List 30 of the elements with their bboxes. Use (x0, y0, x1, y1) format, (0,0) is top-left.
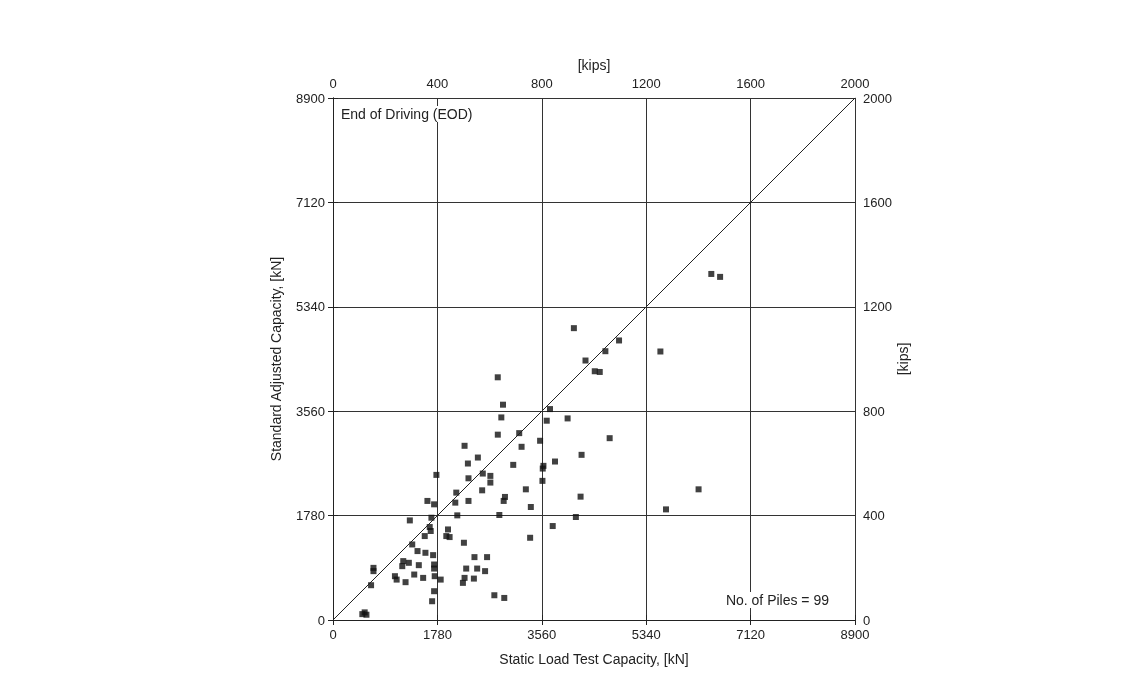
y2-tick-label: 2000 (863, 90, 892, 106)
x-axis-title: Static Load Test Capacity, [kN] (499, 651, 689, 667)
y2-tick-label: 800 (863, 403, 885, 419)
x2-tick-label: 0 (329, 76, 337, 91)
x-tick-label: 0 (329, 627, 337, 642)
x-tick-label: 3560 (527, 627, 557, 642)
y-tick-label: 3560 (296, 403, 325, 419)
y2-axis-title: [kips] (894, 342, 911, 376)
y-axis-title: Standard Adjusted Capacity, [kN] (268, 256, 284, 462)
x2-tick-label: 400 (426, 76, 449, 91)
y2-tick-label: 1600 (863, 194, 892, 210)
x2-tick-label: 1200 (631, 76, 661, 91)
x2-tick-label: 2000 (840, 76, 870, 91)
annotation: End of Driving (EOD) (341, 106, 473, 122)
y-tick-label: 1780 (296, 508, 325, 524)
x-tick-label: 1780 (422, 627, 452, 642)
y-tick-label: 7120 (296, 194, 325, 210)
x-tick-label: 7120 (736, 627, 766, 642)
y2-tick-label: 0 (863, 612, 871, 628)
x-tick-label: 8900 (840, 627, 870, 642)
x2-tick-label: 1600 (736, 76, 766, 91)
y-tick-label: 0 (317, 612, 325, 628)
y-tick-label: 8900 (296, 90, 325, 106)
y2-tick-label: 400 (863, 508, 885, 524)
x-tick-label: 5340 (631, 627, 661, 642)
x2-tick-label: 800 (530, 76, 553, 91)
annotation: No. of Piles = 99 (725, 592, 830, 608)
x2-axis-title: [kips] (577, 57, 611, 73)
y2-tick-label: 1200 (863, 299, 892, 315)
y-tick-label: 5340 (296, 299, 325, 315)
